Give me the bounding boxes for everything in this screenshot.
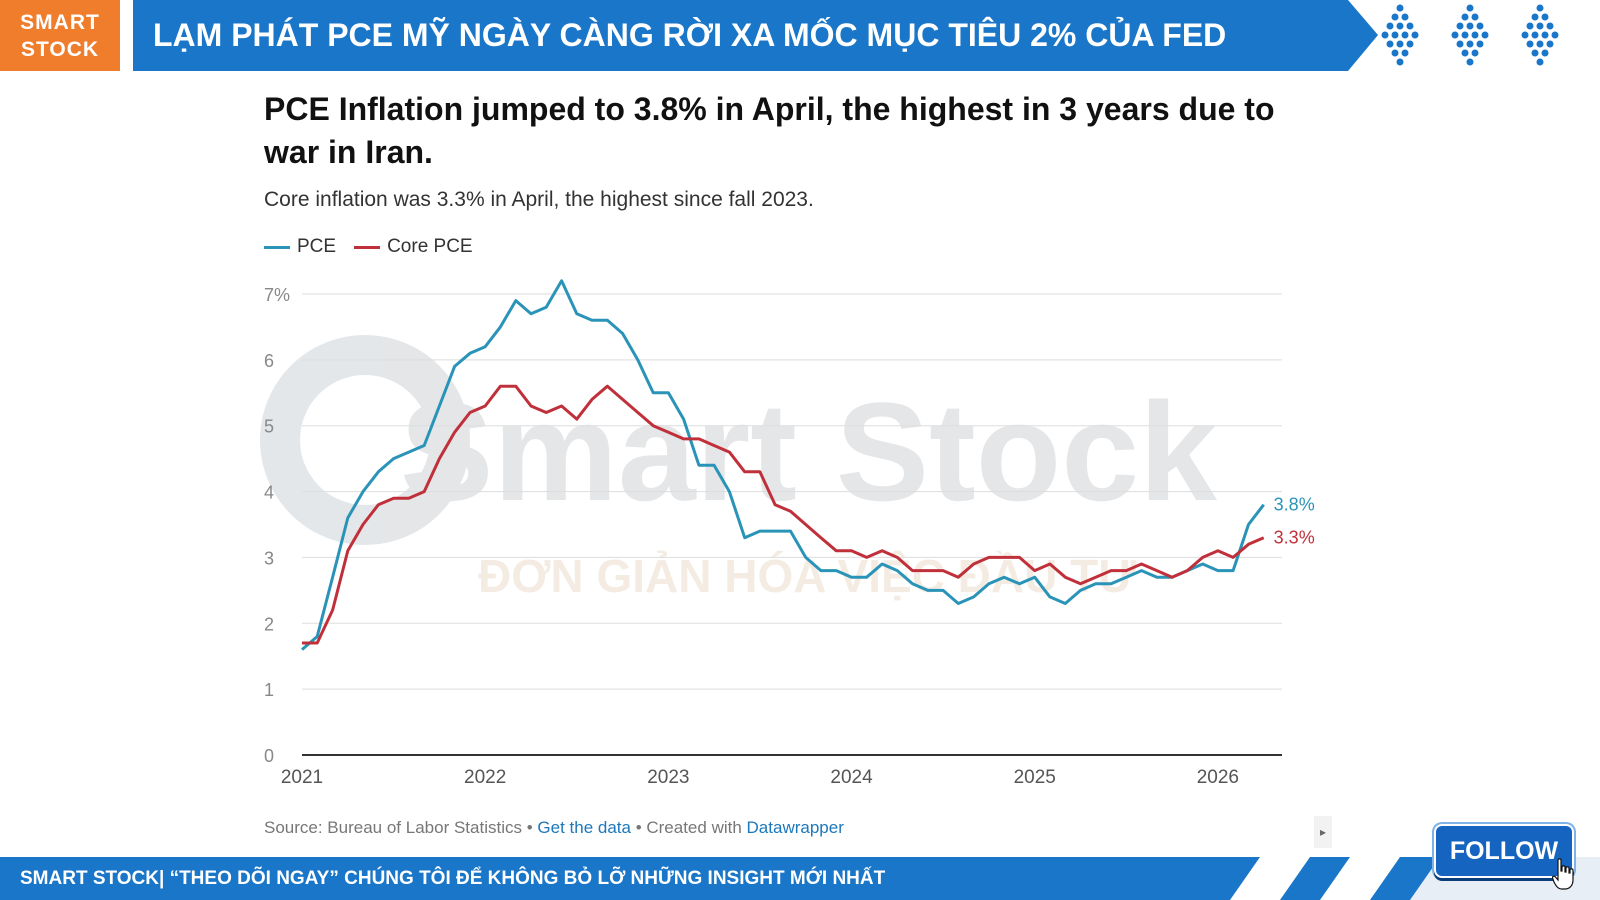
page-title: LẠM PHÁT PCE MỸ NGÀY CÀNG RỜI XA MỐC MỤC… xyxy=(153,17,1227,53)
x-tick-label: 2022 xyxy=(464,767,506,788)
chart-subtitle: Core inflation was 3.3% in April, the hi… xyxy=(264,188,814,211)
legend-item-core-pce: Core PCE xyxy=(354,236,473,258)
x-tick-label: 2021 xyxy=(281,767,323,788)
follow-button[interactable]: FOLLOW xyxy=(1434,824,1574,878)
logo-line-1: SMART xyxy=(20,10,100,34)
watermark: Smart Stock ĐƠN GIẢN HÓA VIỆC ĐẦU TƯ xyxy=(260,335,1217,602)
series-line-pce xyxy=(301,279,1265,651)
y-tick-label: 2 xyxy=(264,614,274,634)
source-separator-2: • Created with xyxy=(630,818,747,837)
logo-line-2: STOCK xyxy=(20,37,100,61)
watermark-brand: Smart Stock xyxy=(400,373,1217,530)
y-tick-label: 3 xyxy=(264,548,274,568)
legend-label-pce: PCE xyxy=(297,236,337,257)
y-tick-label: 1 xyxy=(264,680,274,700)
y-tick-label: 4 xyxy=(264,483,274,503)
legend-label-core-pce: Core PCE xyxy=(387,236,473,257)
datawrapper-link[interactable]: Datawrapper xyxy=(746,818,844,837)
next-arrow-icon[interactable]: ▸ xyxy=(1314,816,1332,848)
chevron-decoration-icon xyxy=(1381,4,1559,66)
source-text: Source: Bureau of Labor Statistics xyxy=(264,818,522,837)
source-separator: • xyxy=(521,818,538,837)
brand-logo: SMART STOCK xyxy=(0,0,120,71)
y-tick-label: 6 xyxy=(264,351,274,371)
series-line-core-pce xyxy=(302,384,1265,645)
y-tick-label: 5 xyxy=(264,417,274,437)
y-tick-label: 7% xyxy=(264,285,290,305)
legend-swatch-core-pce xyxy=(354,245,381,249)
x-tick-label: 2024 xyxy=(830,767,873,788)
chart-source: Source: Bureau of Labor Statistics • Get… xyxy=(264,818,844,838)
get-the-data-link[interactable]: Get the data xyxy=(537,818,631,837)
end-label-core-pce: 3.3% xyxy=(1274,528,1315,548)
legend-swatch-pce xyxy=(264,245,290,249)
footer-text: SMART STOCK| “THEO DÕI NGAY” CHÚNG TÔI Đ… xyxy=(20,868,886,889)
hand-cursor-icon xyxy=(1552,858,1574,890)
legend-item-pce: PCE xyxy=(264,236,336,258)
header-banner xyxy=(133,0,1378,71)
y-tick-label: 0 xyxy=(264,746,274,766)
x-tick-label: 2025 xyxy=(1014,767,1056,788)
x-tick-label: 2023 xyxy=(647,767,689,788)
x-tick-label: 2026 xyxy=(1197,767,1239,788)
end-label-pce: 3.8% xyxy=(1274,495,1315,515)
chart-title: PCE Inflation jumped to 3.8% in April, t… xyxy=(264,91,1275,170)
chart-legend: PCE Core PCE xyxy=(264,236,491,258)
